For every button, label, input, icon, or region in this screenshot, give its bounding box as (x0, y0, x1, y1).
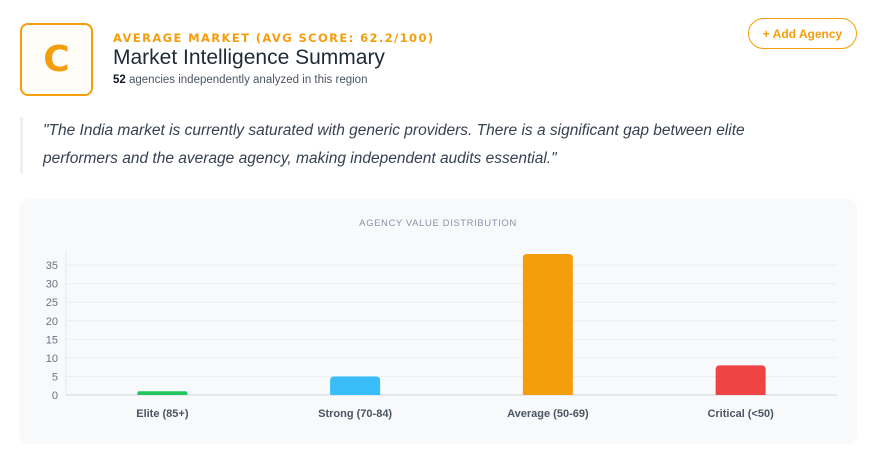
page-title: Market Intelligence Summary (113, 46, 385, 69)
add-agency-button[interactable]: + Add Agency (748, 18, 857, 49)
y-tick-label: 10 (46, 353, 58, 365)
chart-title: AGENCY VALUE DISTRIBUTION (359, 218, 517, 229)
bar-average (522, 254, 573, 395)
x-category-label: Critical (<50) (707, 408, 774, 420)
bar-elite (137, 391, 188, 395)
x-category-label: Elite (85+) (136, 408, 189, 420)
y-tick-label: 25 (46, 297, 58, 309)
y-tick-label: 15 (46, 334, 58, 346)
agency-count-subtitle: 52 agencies independently analyzed in th… (113, 74, 367, 86)
y-tick-label: 20 (46, 316, 58, 328)
y-tick-label: 0 (52, 390, 58, 402)
bar-critical (715, 365, 766, 395)
y-tick-label: 35 (46, 260, 58, 272)
market-grade-badge: C (20, 23, 93, 96)
bar-strong (330, 376, 381, 395)
x-category-label: Strong (70-84) (318, 408, 392, 420)
agency-count-text: agencies independently analyzed in this … (125, 74, 368, 86)
agency-count: 52 (113, 74, 126, 86)
x-category-label: Average (50-69) (507, 408, 589, 420)
market-summary-quote: "The India market is currently saturated… (20, 117, 810, 174)
grade-letter: C (43, 39, 70, 80)
y-tick-label: 5 (52, 371, 58, 383)
chart-canvas: 0 5 10 15 20 25 30 35 Elite (85+) Strong (70-84) A… (46, 252, 837, 420)
market-score-label: AVERAGE MARKET (AVG SCORE: 62.2/100) (113, 31, 435, 45)
agency-distribution-chart: AGENCY VALUE DISTRIBUTION 0 5 10 15 20 25 30 35… (19, 199, 857, 444)
y-tick-label: 30 (46, 279, 58, 291)
